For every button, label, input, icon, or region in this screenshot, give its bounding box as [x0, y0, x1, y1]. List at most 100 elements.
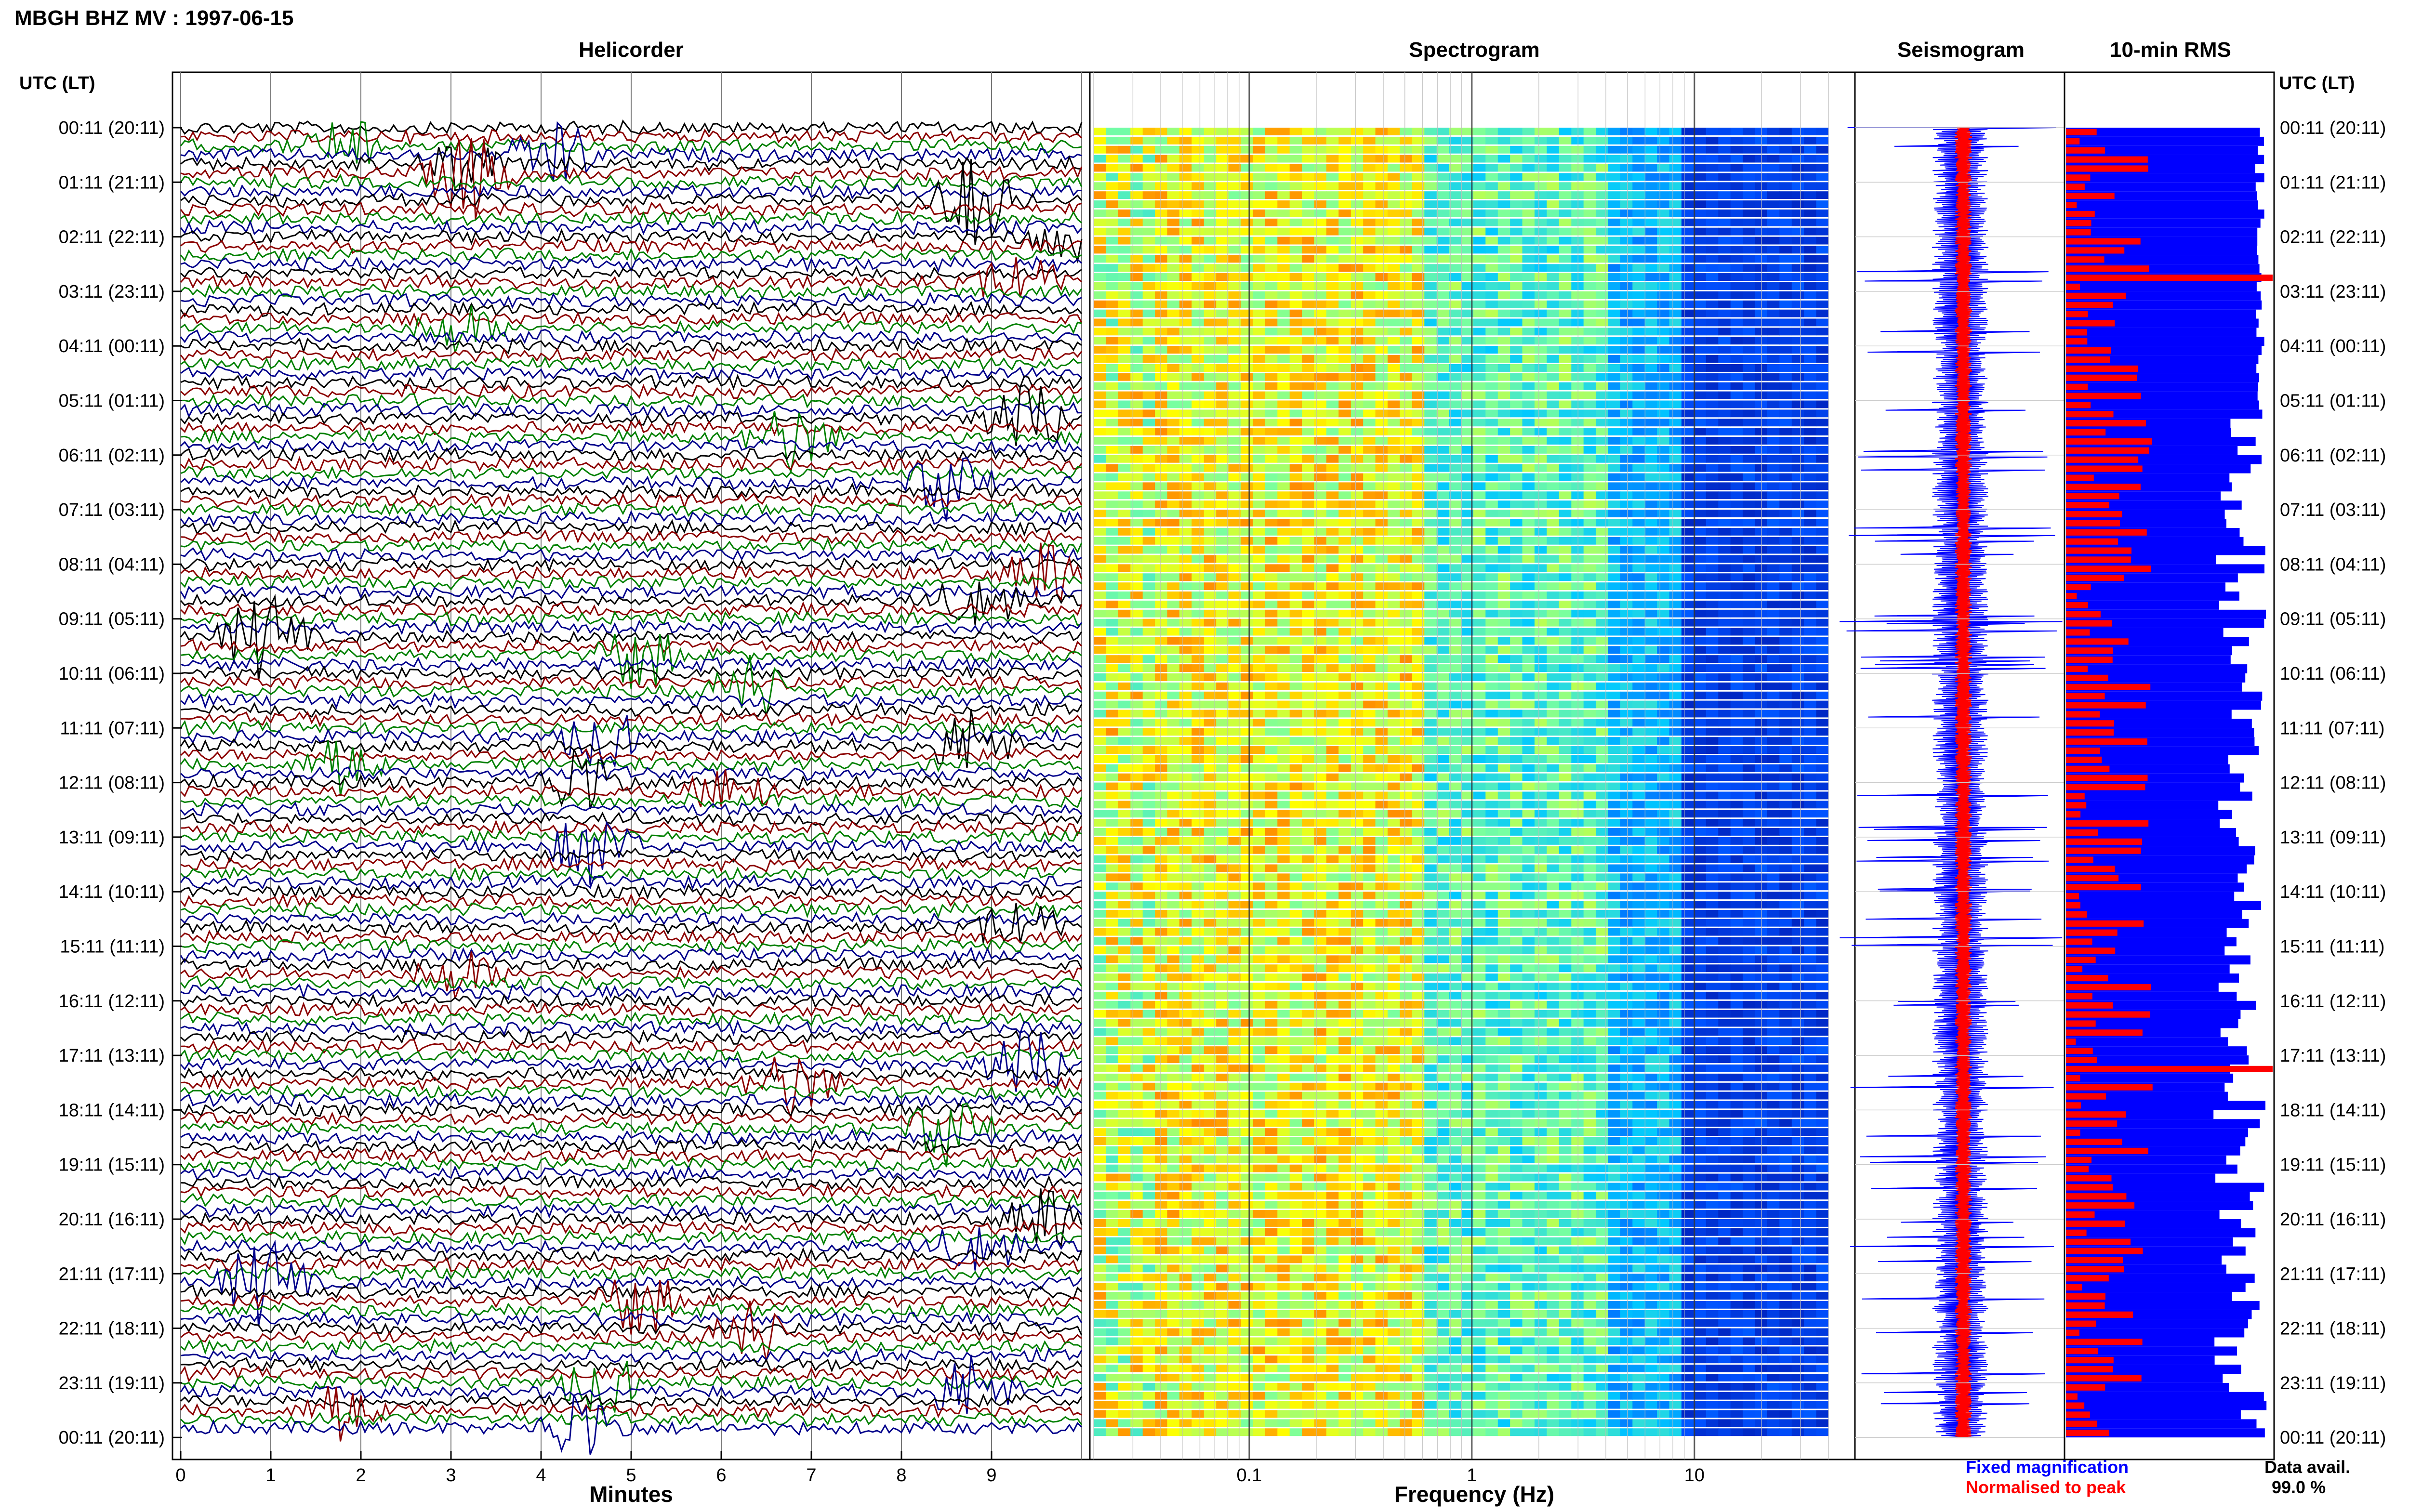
- spectrogram-cell: [1265, 600, 1278, 608]
- spectrogram-cell: [1326, 309, 1339, 317]
- spectrogram-cell: [1118, 628, 1131, 636]
- helicorder-trace: [180, 382, 1083, 399]
- spectrogram-cell: [1644, 446, 1657, 454]
- spectrogram-cell: [1583, 600, 1596, 608]
- spectrogram-cell: [1130, 328, 1143, 336]
- spectrogram-cell: [1191, 164, 1204, 172]
- spectrogram-cell: [1620, 145, 1633, 154]
- spectrogram-cell: [1142, 237, 1155, 245]
- spectrogram-cell: [1449, 246, 1462, 254]
- spectrogram-cell: [1094, 810, 1106, 818]
- spectrogram-cell: [1228, 646, 1241, 654]
- spectrogram-cell: [1375, 600, 1388, 608]
- spectrogram-cell: [1522, 155, 1535, 163]
- spectrogram-cell: [1816, 510, 1829, 517]
- spectrogram-cell: [1265, 592, 1278, 599]
- helicorder-trace: [180, 510, 1083, 527]
- spectrogram-cell: [1608, 309, 1621, 317]
- spectrogram-cell: [1167, 728, 1180, 736]
- spectrogram-cell: [1424, 691, 1437, 699]
- spectrogram-cell: [1375, 837, 1388, 845]
- spectrogram-cell: [1241, 482, 1253, 490]
- spectrogram-cell: [1314, 382, 1327, 390]
- spectrogram-cell: [1424, 364, 1437, 372]
- spectrogram-cell: [1375, 682, 1388, 690]
- spectrogram-cell: [1644, 437, 1657, 445]
- spectrogram-cell: [1204, 646, 1217, 654]
- spectrogram-cell: [1583, 500, 1596, 509]
- spectrogram-cell: [1424, 600, 1437, 608]
- spectrogram-cell: [1571, 246, 1584, 254]
- spectrogram-cell: [1669, 300, 1682, 308]
- spectrogram-cell: [1289, 482, 1302, 490]
- spectrogram-cell: [1571, 437, 1584, 445]
- spectrogram-cell: [1583, 801, 1596, 809]
- spectrogram-cell: [1485, 546, 1498, 554]
- spectrogram-cell: [1289, 755, 1302, 763]
- spectrogram-cell: [1106, 710, 1119, 718]
- spectrogram-cell: [1106, 164, 1119, 172]
- spectrogram-cell: [1461, 510, 1474, 517]
- spectrogram-cell: [1535, 155, 1547, 163]
- spectrogram-cell: [1350, 446, 1363, 454]
- spectrogram-cell: [1657, 437, 1670, 445]
- spectrogram-cell: [1535, 237, 1547, 245]
- spectrogram-cell: [1510, 373, 1523, 381]
- spectrogram-cell: [1338, 673, 1351, 681]
- spectrogram-cell: [1155, 455, 1168, 463]
- spectrogram-cell: [1632, 482, 1645, 490]
- spectrogram-cell: [1730, 400, 1743, 408]
- spectrogram-cell: [1644, 309, 1657, 317]
- spectrogram-cell: [1767, 828, 1780, 836]
- spectrogram-cell: [1179, 664, 1192, 672]
- spectrogram-cell: [1130, 318, 1143, 327]
- spectrogram-cell: [1497, 464, 1510, 472]
- spectrogram-cell: [1804, 291, 1817, 299]
- spectrogram-cell: [1485, 391, 1498, 399]
- spectrogram-cell: [1204, 400, 1217, 408]
- spectrogram-cell: [1118, 191, 1131, 199]
- spectrogram-cell: [1449, 782, 1462, 790]
- spectrogram-cell: [1436, 255, 1449, 263]
- spectrogram-cell: [1204, 682, 1217, 690]
- spectrogram-cell: [1497, 318, 1510, 327]
- spectrogram-cell: [1338, 255, 1351, 263]
- spectrogram-cell: [1694, 510, 1707, 517]
- spectrogram-cell: [1608, 546, 1621, 554]
- spectrogram-cell: [1804, 318, 1817, 327]
- spectrogram-cell: [1412, 391, 1425, 399]
- spectrogram-cell: [1644, 482, 1657, 490]
- spectrogram-cell: [1816, 746, 1829, 754]
- spectrogram-cell: [1620, 182, 1633, 190]
- spectrogram-cell: [1706, 355, 1719, 363]
- spectrogram-cell: [1571, 328, 1584, 336]
- spectrogram-cell: [1535, 682, 1547, 690]
- spectrogram-cell: [1522, 237, 1535, 245]
- spectrogram-cell: [1241, 846, 1253, 854]
- spectrogram-cell: [1706, 391, 1719, 399]
- spectrogram-cell: [1253, 391, 1266, 399]
- spectrogram-cell: [1791, 437, 1804, 445]
- spectrogram-cell: [1816, 837, 1829, 845]
- spectrogram-cell: [1522, 355, 1535, 363]
- spectrogram-cell: [1706, 209, 1719, 217]
- spectrogram-cell: [1204, 746, 1217, 754]
- spectrogram-cell: [1289, 673, 1302, 681]
- spectrogram-cell: [1314, 510, 1327, 517]
- spectrogram-cell: [1326, 128, 1339, 135]
- spectrogram-cell: [1277, 691, 1290, 699]
- spectrogram-cell: [1436, 573, 1449, 581]
- spectrogram-cell: [1412, 246, 1425, 254]
- spectrogram-cell: [1522, 500, 1535, 509]
- spectrogram-cell: [1350, 846, 1363, 854]
- spectrogram-cell: [1779, 419, 1792, 427]
- spectrogram-cell: [1767, 419, 1780, 427]
- spectrogram-cell: [1314, 564, 1327, 572]
- spectrogram-cell: [1571, 773, 1584, 781]
- spectrogram-cell: [1106, 573, 1119, 581]
- helicorder-trace: [180, 1311, 1083, 1328]
- spectrogram-cell: [1130, 791, 1143, 800]
- spectrogram-cell: [1179, 491, 1192, 500]
- spectrogram-cell: [1485, 646, 1498, 654]
- spectrogram-cell: [1289, 500, 1302, 509]
